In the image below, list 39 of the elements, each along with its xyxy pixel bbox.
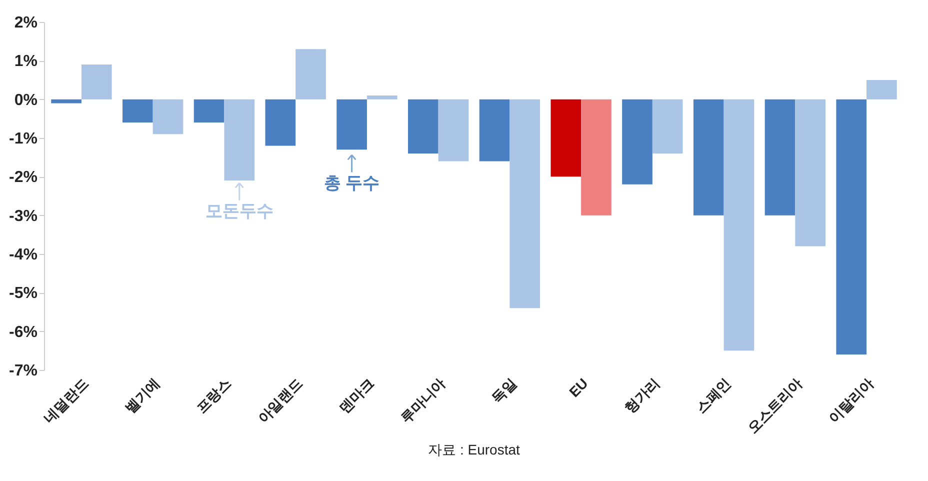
bar	[764, 99, 796, 216]
x-tick-label: 독일	[488, 375, 520, 406]
y-tick-label: 1%	[14, 53, 38, 70]
bar	[265, 99, 296, 146]
y-tick-label: -7%	[9, 362, 38, 380]
bar	[510, 99, 540, 308]
text: 자료 : Eurostat	[428, 441, 520, 458]
y-tick-label: 2%	[14, 14, 38, 32]
y-tick-label: -1%	[9, 130, 38, 148]
bar	[550, 99, 582, 177]
bar	[581, 99, 612, 216]
bar	[224, 99, 255, 181]
bar	[296, 49, 326, 100]
bar	[479, 99, 510, 162]
bar	[366, 95, 398, 100]
bar	[336, 99, 367, 150]
bar	[122, 99, 153, 123]
bar	[438, 99, 469, 162]
y-tick-label: -2%	[9, 169, 38, 186]
y-tick-label: 0%	[14, 92, 38, 109]
bar	[408, 99, 438, 154]
bar	[866, 80, 897, 100]
bar	[724, 99, 754, 351]
bar	[194, 99, 224, 123]
bar	[51, 99, 82, 104]
bar	[81, 64, 112, 100]
annotation: 모돈두수	[205, 202, 274, 221]
bar	[622, 99, 652, 184]
y-tick-label: -3%	[9, 208, 38, 225]
bar	[152, 99, 184, 134]
x-tick-label: EU	[566, 375, 591, 400]
y-tick-label: -6%	[9, 324, 38, 341]
y-tick-label: -4%	[9, 246, 38, 264]
bar	[795, 99, 826, 246]
bar	[836, 99, 867, 355]
annotation: 총 두수	[324, 174, 380, 193]
bar	[693, 99, 724, 216]
y-tick-label: -5%	[9, 285, 38, 302]
bar	[652, 99, 683, 154]
